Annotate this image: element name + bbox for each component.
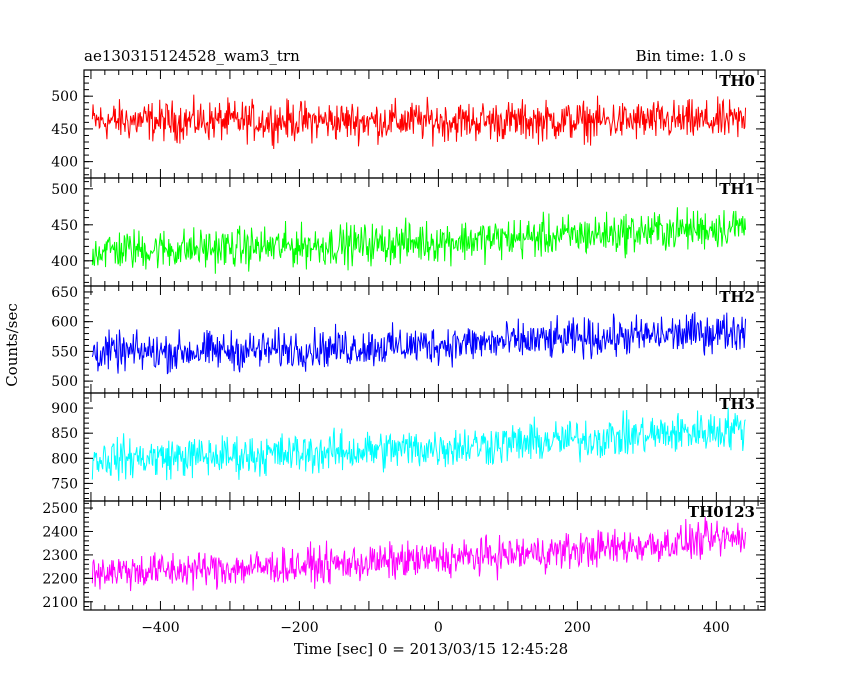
series-name-label: TH1 — [719, 180, 755, 198]
y-tick-label: 500 — [51, 89, 78, 105]
series-name-label: TH0 — [719, 72, 755, 90]
y-tick-label: 800 — [51, 451, 78, 467]
series-name-label: TH2 — [719, 288, 755, 306]
series-name-label: TH3 — [719, 395, 755, 413]
y-tick-label: 2200 — [42, 571, 78, 587]
chart-title: ae130315124528_wam3_trn — [84, 47, 300, 65]
panel-th3: 750 800 850 900 TH3 — [51, 392, 766, 502]
series-line-th2 — [91, 311, 747, 375]
y-tick-label: 550 — [51, 344, 78, 360]
x-axis: −400 −200 0 200 400 — [141, 620, 730, 636]
panels-group: 400 450 500 TH0 400 450 500 TH1 500 550 600 650 TH2 7… — [42, 69, 766, 611]
y-tick-label: 450 — [51, 218, 78, 234]
y-tick-label: 400 — [51, 254, 78, 270]
x-tick-label: 200 — [564, 620, 591, 636]
y-tick-label: 750 — [51, 476, 78, 492]
y-tick-label: 400 — [51, 155, 78, 171]
series-line-th0 — [91, 94, 747, 149]
panel-th2: 500 550 600 650 TH2 — [51, 285, 766, 394]
x-tick-label: 0 — [434, 620, 443, 636]
series-name-label: TH0123 — [688, 503, 755, 521]
x-tick-label: −200 — [280, 620, 318, 636]
y-tick-label: 2100 — [42, 595, 78, 611]
y-tick-label: 650 — [51, 285, 78, 301]
x-tick-label: 400 — [703, 620, 730, 636]
y-tick-label: 500 — [51, 374, 78, 390]
x-tick-label: −400 — [141, 620, 179, 636]
series-line-th3 — [91, 407, 746, 481]
y-axis-label: Counts/sec — [3, 303, 21, 387]
panel-th0: 400 450 500 TH0 — [51, 69, 766, 179]
y-tick-label: 2300 — [42, 548, 78, 564]
y-tick-label: 450 — [51, 122, 78, 138]
series-line-th1 — [91, 207, 747, 274]
y-tick-label: 2500 — [42, 501, 78, 517]
x-axis-label: Time [sec] 0 = 2013/03/15 12:45:28 — [294, 640, 568, 658]
panel-th0123: 2100 2200 2300 2400 2500 TH0123 — [42, 500, 766, 611]
y-tick-label: 850 — [51, 426, 78, 442]
y-tick-label: 900 — [51, 401, 78, 417]
series-line-th0123 — [91, 517, 747, 592]
y-tick-label: 500 — [51, 182, 78, 198]
y-tick-label: 600 — [51, 315, 78, 331]
panel-th1: 400 450 500 TH1 — [51, 177, 766, 287]
y-tick-label: 2400 — [42, 524, 78, 540]
bin-time-label: Bin time: 1.0 s — [636, 47, 746, 65]
